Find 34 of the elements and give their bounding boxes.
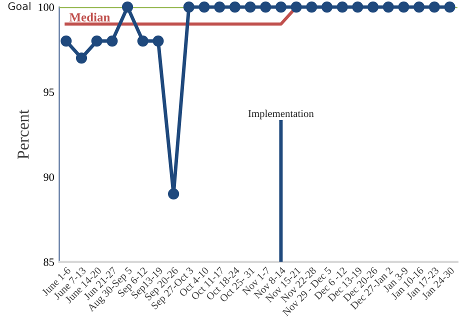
point	[122, 2, 134, 13]
point	[229, 2, 240, 13]
point	[352, 2, 364, 13]
point	[275, 2, 287, 13]
point	[152, 35, 164, 47]
y-tick-label: 85	[44, 258, 54, 266]
point	[398, 2, 410, 13]
y-tick-label: 95	[44, 88, 54, 96]
series-label: Median	[69, 12, 110, 22]
point	[106, 35, 118, 47]
point	[413, 2, 425, 13]
point	[244, 2, 256, 13]
ref-line-label: Goal	[8, 2, 30, 10]
point	[444, 2, 456, 13]
point	[183, 2, 194, 13]
point	[306, 2, 318, 13]
point	[168, 188, 180, 200]
y-tick-label: 100	[38, 4, 54, 12]
point	[76, 52, 88, 64]
point	[428, 2, 440, 13]
point	[336, 2, 348, 13]
point	[137, 35, 148, 47]
point	[321, 2, 333, 13]
y-tick-label: 90	[44, 173, 54, 181]
y-axis-title: Percent	[18, 110, 29, 160]
ref-line-label: Implementation	[248, 110, 314, 120]
point	[198, 2, 210, 13]
point	[214, 2, 226, 13]
point	[382, 2, 394, 13]
point	[367, 2, 379, 13]
point	[290, 2, 302, 13]
point	[91, 35, 102, 47]
point	[260, 2, 272, 13]
point	[60, 35, 72, 47]
